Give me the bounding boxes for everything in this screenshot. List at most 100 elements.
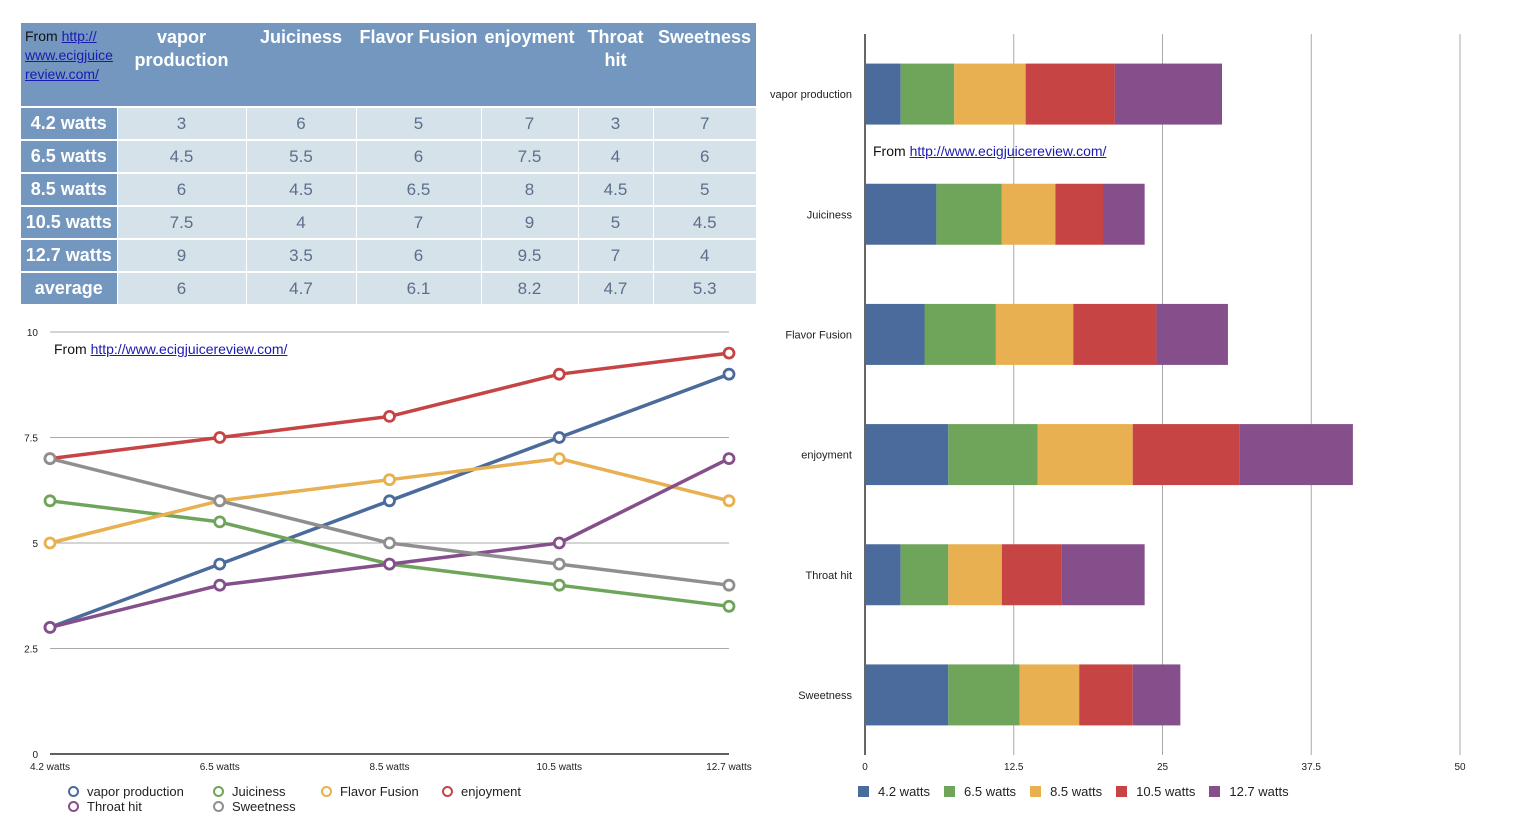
data-point[interactable]	[213, 515, 227, 529]
data-point[interactable]	[383, 494, 396, 508]
bar-segment[interactable]	[1019, 664, 1080, 726]
legend-item[interactable]: 10.5 watts	[1116, 784, 1195, 799]
bar-segment[interactable]	[1079, 664, 1133, 726]
data-point[interactable]	[552, 452, 566, 466]
bar-segment[interactable]	[1037, 424, 1133, 486]
table-cell: 4.5	[116, 139, 246, 173]
bar-segment[interactable]	[1114, 63, 1222, 125]
table-row: 4.2 watts 3 6 5 7 3 7	[21, 106, 756, 140]
legend-item[interactable]: Sweetness	[213, 799, 303, 814]
table-cell: 9	[480, 205, 578, 239]
row-header: 10.5 watts	[21, 205, 117, 239]
data-point[interactable]	[383, 410, 396, 423]
legend-item[interactable]: vapor production	[68, 784, 195, 799]
bar-segment[interactable]	[1239, 424, 1353, 486]
data-point[interactable]	[722, 452, 736, 466]
x-tick-label: 0	[862, 762, 868, 773]
table-cell: 4.5	[577, 172, 653, 206]
bar-segment[interactable]	[1132, 424, 1240, 486]
bar-segment[interactable]	[900, 544, 949, 606]
stacked-bar-chart: 0 12.5 25 37.5 50 vapor production Juiciness Fl…	[770, 34, 1466, 773]
data-point[interactable]	[722, 367, 736, 381]
table-cell: 6	[652, 139, 756, 173]
bar-segment[interactable]	[936, 183, 1002, 245]
bar-segment[interactable]	[995, 303, 1074, 365]
table-cell: 5	[577, 205, 653, 239]
bar-segment[interactable]	[924, 303, 996, 365]
legend-marker-icon	[68, 786, 79, 797]
bar-segment[interactable]	[865, 664, 949, 726]
bar-segment[interactable]	[1132, 664, 1181, 726]
table-row: 6.5 watts 4.5 5.5 6 7.5 4 6	[21, 139, 756, 173]
legend-item[interactable]: Throat hit	[68, 799, 195, 814]
legend-item[interactable]: 6.5 watts	[944, 784, 1016, 799]
bar-segment[interactable]	[900, 63, 955, 125]
x-tick-label: 4.2 watts	[30, 762, 70, 773]
bar-segment[interactable]	[954, 63, 1026, 125]
legend-item[interactable]: enjoyment	[442, 784, 521, 799]
line-chart-source: From http://www.ecigjuicereview.com/	[54, 341, 287, 357]
data-point[interactable]	[552, 557, 566, 571]
data-point[interactable]	[383, 536, 396, 550]
bar-chart-source: From http://www.ecigjuicereview.com/	[873, 143, 1106, 159]
bar-segment[interactable]	[865, 183, 937, 245]
bar-segment[interactable]	[948, 664, 1020, 726]
x-tick-label: 12.5	[1004, 762, 1024, 773]
bar-segment[interactable]	[948, 424, 1038, 486]
data-point[interactable]	[213, 494, 227, 508]
data-point[interactable]	[552, 536, 566, 550]
table-cell: 9.5	[480, 238, 578, 272]
legend-label: vapor production	[87, 784, 184, 799]
line-source-link[interactable]: http://www.ecigjuicereview.com/	[90, 341, 288, 357]
data-point[interactable]	[43, 536, 57, 550]
data-point[interactable]	[552, 367, 566, 381]
bar-segment[interactable]	[865, 303, 925, 365]
table-source-link[interactable]: http:// www.ecigjuice review.com/	[25, 28, 113, 82]
bar-segment[interactable]	[1156, 303, 1228, 365]
legend-item[interactable]: Juiciness	[213, 784, 303, 799]
legend-label: 12.7 watts	[1229, 784, 1289, 799]
bar-segment[interactable]	[865, 424, 949, 486]
data-point[interactable]	[213, 578, 227, 592]
data-point[interactable]	[552, 431, 566, 444]
bar-segment[interactable]	[1103, 183, 1145, 245]
legend-item[interactable]: Flavor Fusion	[321, 784, 424, 799]
bar-segment[interactable]	[1025, 63, 1115, 125]
legend-item[interactable]: 4.2 watts	[858, 784, 930, 799]
legend-item[interactable]: 8.5 watts	[1030, 784, 1102, 799]
bar-segment[interactable]	[1001, 544, 1062, 606]
bar-segment[interactable]	[1001, 183, 1056, 245]
table-source-cell: From http:// www.ecigjuice review.com/	[21, 23, 117, 107]
legend-label: Sweetness	[232, 799, 296, 814]
bar-segment[interactable]	[1073, 303, 1157, 365]
line-source-prefix: From	[54, 341, 91, 357]
data-point[interactable]	[213, 557, 227, 571]
data-point[interactable]	[552, 578, 566, 592]
data-point[interactable]	[383, 473, 396, 487]
table-cell: 9	[116, 238, 246, 272]
bar-segment[interactable]	[1061, 544, 1145, 606]
legend-label: Flavor Fusion	[340, 784, 419, 799]
legend-swatch-icon	[858, 786, 869, 797]
legend-item[interactable]: 12.7 watts	[1209, 784, 1289, 799]
bar-segment[interactable]	[865, 63, 901, 125]
table-cell: 7	[480, 106, 578, 140]
data-point[interactable]	[43, 452, 57, 466]
data-point[interactable]	[722, 346, 736, 360]
data-point[interactable]	[213, 431, 227, 444]
data-point[interactable]	[383, 557, 396, 571]
data-point[interactable]	[43, 494, 57, 508]
bar-segment[interactable]	[865, 544, 901, 606]
legend-label: 6.5 watts	[964, 784, 1017, 799]
bar-segment[interactable]	[948, 544, 1002, 606]
data-point[interactable]	[722, 494, 736, 508]
y-tick-label: 10	[27, 328, 39, 339]
data-point[interactable]	[722, 578, 736, 592]
data-point[interactable]	[722, 599, 736, 613]
legend-swatch-icon	[1209, 786, 1221, 797]
bar-segment[interactable]	[1055, 183, 1103, 245]
x-tick-label: 12.7 watts	[706, 762, 752, 773]
data-point[interactable]	[43, 620, 57, 634]
bar-source-link[interactable]: http://www.ecigjuicereview.com/	[909, 143, 1107, 159]
legend-label: Juiciness	[232, 784, 286, 799]
